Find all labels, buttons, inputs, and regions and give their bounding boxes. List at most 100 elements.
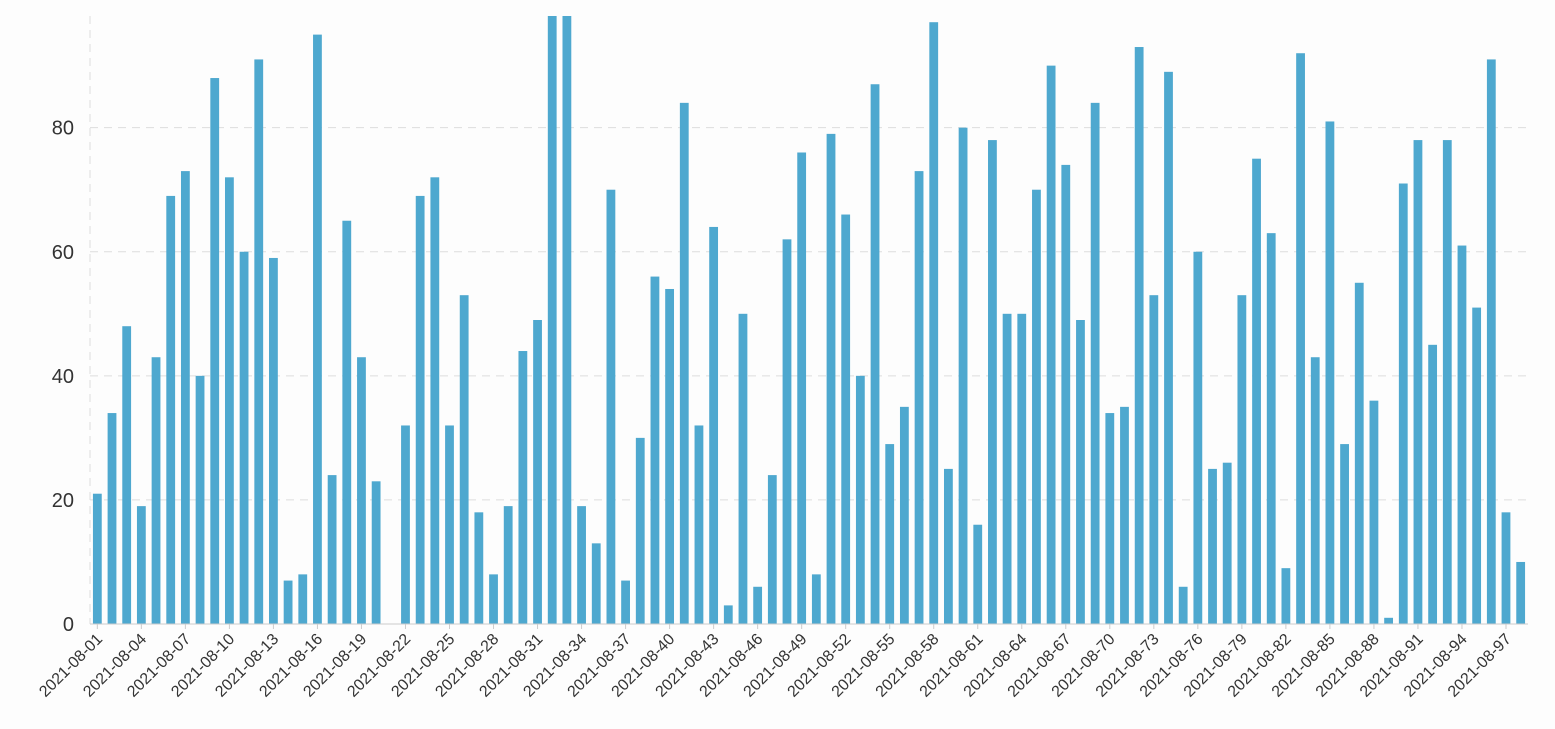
bar bbox=[782, 239, 792, 625]
bar bbox=[92, 493, 102, 624]
bar bbox=[1222, 462, 1232, 624]
y-axis: 0 20 40 60 80 bbox=[52, 118, 74, 636]
bar bbox=[445, 425, 454, 624]
bar bbox=[562, 16, 572, 624]
bar bbox=[1340, 444, 1349, 624]
bar bbox=[533, 320, 542, 624]
bar bbox=[1046, 65, 1056, 625]
bar bbox=[1032, 189, 1041, 624]
bar bbox=[929, 22, 939, 624]
bar bbox=[826, 133, 836, 624]
bar bbox=[283, 580, 293, 624]
bar bbox=[988, 140, 997, 624]
bar bbox=[547, 16, 557, 624]
bar bbox=[1120, 406, 1129, 624]
bar bbox=[943, 468, 953, 624]
bar bbox=[1164, 71, 1173, 624]
bar bbox=[1281, 568, 1291, 624]
y-tick-label: 0 bbox=[63, 614, 74, 636]
bar bbox=[1369, 400, 1379, 624]
bar bbox=[1457, 245, 1467, 624]
bar bbox=[1105, 413, 1115, 624]
bar bbox=[885, 444, 895, 624]
bar bbox=[665, 288, 675, 624]
bar bbox=[1486, 59, 1496, 624]
bar bbox=[210, 78, 220, 624]
bar bbox=[401, 425, 410, 624]
bar bbox=[738, 313, 748, 624]
bar bbox=[327, 475, 337, 624]
bar bbox=[973, 524, 983, 624]
bar bbox=[591, 543, 601, 624]
bar bbox=[1090, 102, 1100, 625]
bar bbox=[914, 171, 924, 624]
bar bbox=[459, 295, 469, 624]
bar bbox=[1398, 183, 1408, 625]
bar bbox=[1442, 140, 1452, 624]
bar bbox=[1134, 47, 1144, 625]
bar bbox=[1061, 164, 1071, 625]
bar bbox=[180, 171, 190, 624]
bar bbox=[503, 506, 513, 624]
bar bbox=[474, 512, 484, 624]
bar bbox=[269, 257, 278, 624]
bar bbox=[107, 413, 117, 624]
bar bbox=[1266, 233, 1276, 624]
bar bbox=[577, 506, 586, 624]
bar bbox=[357, 357, 366, 624]
bar bbox=[767, 475, 777, 624]
bar bbox=[1178, 586, 1188, 624]
bar bbox=[679, 102, 689, 625]
bar bbox=[606, 189, 616, 624]
bar bbox=[518, 351, 528, 624]
y-tick-label: 40 bbox=[52, 366, 74, 388]
bar bbox=[1002, 313, 1012, 624]
bar bbox=[298, 574, 308, 624]
y-tick-label: 60 bbox=[52, 242, 74, 264]
bar bbox=[239, 251, 249, 624]
bar bbox=[1310, 357, 1320, 624]
bar bbox=[1325, 121, 1335, 624]
bar bbox=[1237, 295, 1247, 624]
bar bbox=[753, 586, 763, 624]
bar bbox=[709, 226, 719, 624]
bar bbox=[1428, 344, 1438, 624]
bar bbox=[122, 326, 132, 624]
bar bbox=[415, 195, 425, 624]
bar bbox=[958, 127, 968, 625]
bar bbox=[489, 574, 498, 624]
bar bbox=[1149, 295, 1159, 624]
bar bbox=[855, 375, 865, 624]
bar bbox=[1516, 561, 1526, 624]
bar bbox=[342, 220, 352, 625]
bar bbox=[254, 59, 264, 624]
bar bbox=[621, 580, 630, 624]
bar bbox=[151, 357, 161, 624]
bar bbox=[1413, 140, 1423, 624]
bar bbox=[899, 406, 909, 624]
x-axis: 2021-08-012021-08-042021-08-072021-08-10… bbox=[36, 623, 1528, 701]
bar bbox=[694, 425, 704, 624]
bar bbox=[797, 152, 807, 624]
bar bbox=[1252, 158, 1261, 624]
bar bbox=[1076, 320, 1085, 624]
bar bbox=[430, 177, 440, 624]
bar bbox=[195, 375, 205, 624]
bar bbox=[1384, 617, 1394, 624]
bar bbox=[1296, 53, 1305, 625]
bar bbox=[136, 506, 146, 624]
bar bbox=[1193, 251, 1203, 624]
bar bbox=[1017, 313, 1027, 624]
y-tick-label: 80 bbox=[52, 118, 74, 140]
bar bbox=[870, 84, 880, 625]
bar bbox=[224, 177, 234, 624]
bar bbox=[1354, 282, 1364, 624]
bar bbox=[723, 605, 733, 624]
bar bbox=[166, 195, 176, 624]
bar bbox=[650, 276, 660, 624]
bar bbox=[635, 437, 645, 624]
bar bbox=[841, 214, 851, 624]
bar bbox=[1472, 307, 1482, 624]
bar bbox=[1501, 512, 1511, 624]
